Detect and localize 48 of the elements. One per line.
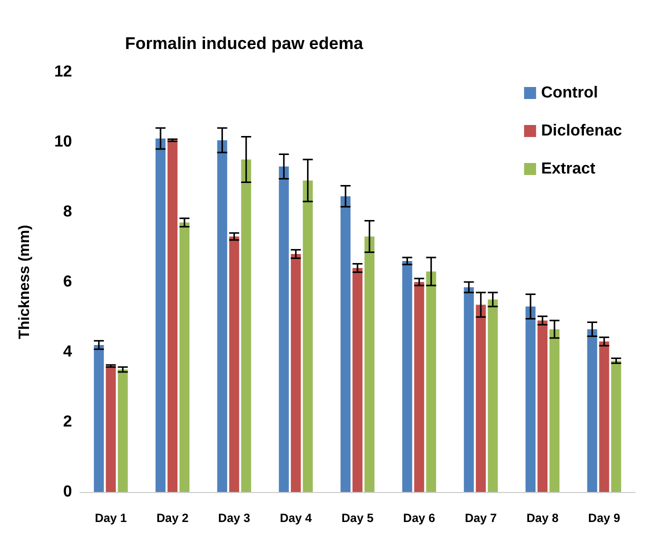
bar <box>118 370 128 492</box>
bar <box>352 268 362 492</box>
bar <box>241 160 252 492</box>
x-tick-label: Day 5 <box>341 511 374 525</box>
bar <box>488 300 498 492</box>
bar <box>587 329 598 492</box>
bar <box>464 287 474 492</box>
legend-label: Extract <box>541 160 596 178</box>
x-tick-label: Day 1 <box>94 511 128 525</box>
bar <box>526 306 536 492</box>
bar <box>156 138 166 492</box>
bar <box>94 345 104 492</box>
x-tick-label: Day 6 <box>403 511 436 525</box>
bar <box>611 360 622 492</box>
chart-title: Formalin induced paw edema <box>125 34 364 53</box>
bar <box>106 366 116 492</box>
y-tick-label: 2 <box>63 414 72 430</box>
bar <box>278 166 289 492</box>
bar <box>340 196 351 492</box>
bar <box>414 282 424 492</box>
x-tick-label: Day 7 <box>464 511 498 525</box>
x-tick-label: Day 4 <box>280 511 312 525</box>
bar <box>229 236 240 492</box>
y-tick-label: 0 <box>63 484 72 500</box>
bar <box>179 222 190 492</box>
legend-label: Control <box>541 84 598 102</box>
bar <box>476 304 486 492</box>
bar <box>538 320 548 492</box>
legend-label: Diclofenac <box>541 122 622 140</box>
bar <box>426 272 436 492</box>
y-tick-label: 10 <box>54 134 72 150</box>
bar <box>599 342 610 492</box>
x-tick-label: Day 3 <box>218 511 250 525</box>
y-tick-label: 12 <box>54 64 72 80</box>
bar <box>364 236 374 492</box>
y-tick-label: 8 <box>63 204 72 220</box>
y-axis-title: Thickness (mm) <box>16 224 33 340</box>
bar <box>302 180 313 492</box>
bar <box>290 254 301 492</box>
bar <box>549 329 560 492</box>
y-tick-label: 4 <box>63 344 72 360</box>
x-tick-label: Day 8 <box>526 511 559 525</box>
bar <box>402 261 412 492</box>
y-tick-label: 6 <box>63 274 72 290</box>
x-tick-label: Day 2 <box>156 511 189 525</box>
bar <box>217 140 228 492</box>
x-tick-label: Day 9 <box>588 511 620 525</box>
bar <box>168 140 178 492</box>
